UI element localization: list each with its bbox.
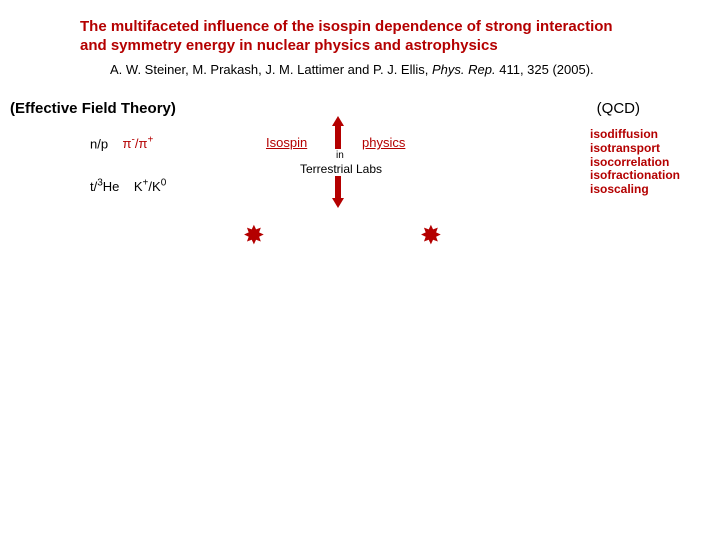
ratio-t-he3: t/3He [90, 179, 119, 194]
labs-label: Terrestrial Labs [300, 162, 382, 176]
physics-label: physics [362, 135, 405, 150]
iso-list-item: isoscaling [590, 183, 680, 197]
eft-label: (Effective Field Theory) [10, 100, 176, 117]
burst-icon: ✸ [243, 222, 265, 248]
page-title: The multifaceted influence of the isospi… [80, 18, 660, 56]
title-line-2: and symmetry energy in nuclear physics a… [80, 37, 498, 54]
ratio-row-2: t/3He K+/K0 [90, 178, 166, 195]
arrow-up-stem [335, 125, 341, 149]
ratio-kaon: K+/K0 [134, 179, 166, 194]
in-label: in [336, 150, 344, 161]
ratio-block: n/p π-/π+ t/3He K+/K0 [90, 135, 166, 195]
citation-journal: Phys. Rep. [432, 62, 496, 77]
citation: A. W. Steiner, M. Prakash, J. M. Lattime… [110, 62, 594, 77]
qcd-label: (QCD) [597, 100, 640, 117]
iso-list: isodiffusionisotransportisocorrelationis… [590, 128, 680, 197]
iso-list-item: isodiffusion [590, 128, 680, 142]
title-line-1: The multifaceted influence of the isospi… [80, 18, 613, 35]
arrow-down-stem [335, 176, 341, 200]
isospin-label: Isospin [266, 135, 307, 150]
burst-icon: ✸ [420, 222, 442, 248]
arrow-down-icon [332, 198, 344, 208]
ratio-row-1: n/p π-/π+ [90, 135, 166, 152]
iso-list-item: isocorrelation [590, 156, 680, 170]
citation-ref: 411, 325 (2005). [499, 62, 593, 77]
iso-list-item: isotransport [590, 142, 680, 156]
ratio-np: n/p [90, 136, 108, 151]
iso-list-item: isofractionation [590, 169, 680, 183]
ratio-pi: π-/π+ [123, 136, 154, 151]
citation-authors: A. W. Steiner, M. Prakash, J. M. Lattime… [110, 62, 432, 77]
